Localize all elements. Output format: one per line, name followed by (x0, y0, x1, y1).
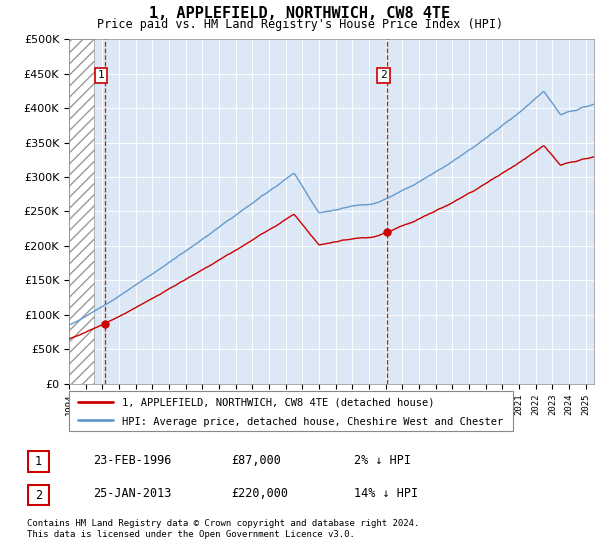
Text: 2: 2 (380, 71, 387, 81)
Text: 1, APPLEFIELD, NORTHWICH, CW8 4TE: 1, APPLEFIELD, NORTHWICH, CW8 4TE (149, 6, 451, 21)
Text: 1, APPLEFIELD, NORTHWICH, CW8 4TE (detached house): 1, APPLEFIELD, NORTHWICH, CW8 4TE (detac… (122, 398, 435, 408)
Text: 2% ↓ HPI: 2% ↓ HPI (354, 454, 411, 467)
Text: Contains HM Land Registry data © Crown copyright and database right 2024.: Contains HM Land Registry data © Crown c… (27, 519, 419, 528)
Text: £87,000: £87,000 (231, 454, 281, 467)
Text: 25-JAN-2013: 25-JAN-2013 (93, 487, 172, 501)
Text: 23-FEB-1996: 23-FEB-1996 (93, 454, 172, 467)
Bar (69, 39, 94, 384)
Text: This data is licensed under the Open Government Licence v3.0.: This data is licensed under the Open Gov… (27, 530, 355, 539)
Text: 1: 1 (35, 455, 42, 468)
Text: 1: 1 (98, 71, 105, 81)
Text: £220,000: £220,000 (231, 487, 288, 501)
Text: 2: 2 (35, 488, 42, 502)
Text: 14% ↓ HPI: 14% ↓ HPI (354, 487, 418, 501)
Text: HPI: Average price, detached house, Cheshire West and Chester: HPI: Average price, detached house, Ches… (122, 417, 503, 427)
Text: Price paid vs. HM Land Registry's House Price Index (HPI): Price paid vs. HM Land Registry's House … (97, 18, 503, 31)
